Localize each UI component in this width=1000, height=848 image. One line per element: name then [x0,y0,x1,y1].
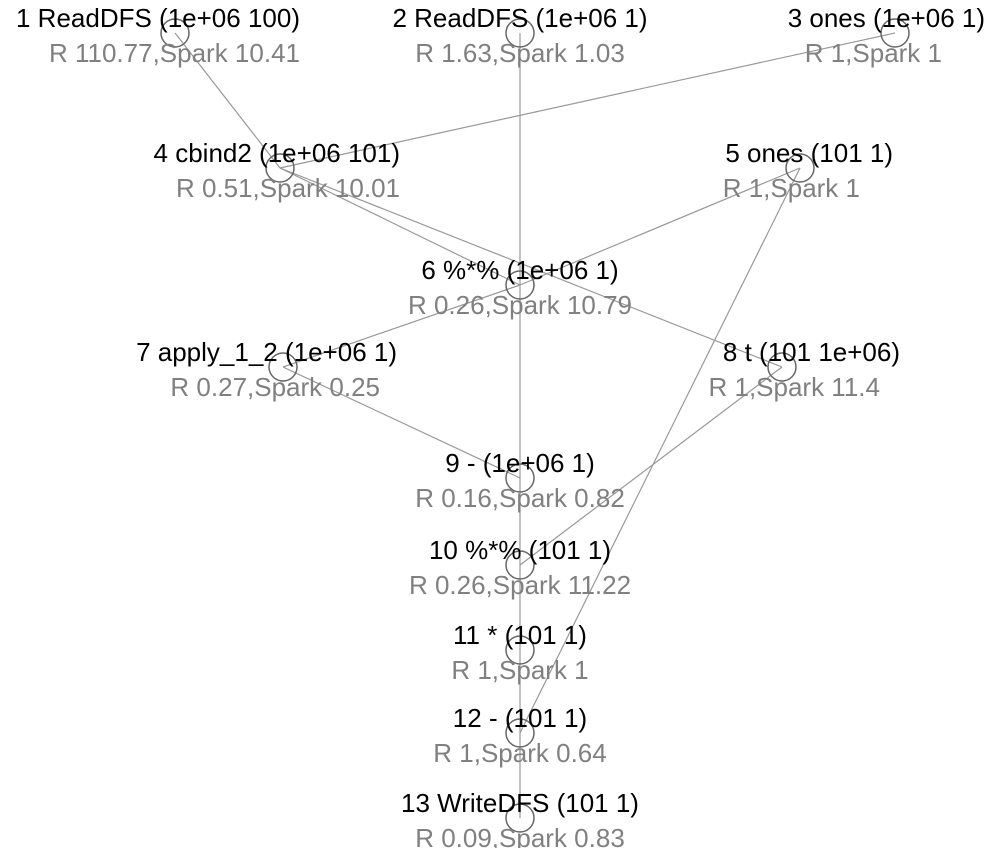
node-label-10: 10 %*% (101 1) [429,535,611,565]
node-label-1: 1 ReadDFS (1e+06 100) [16,3,300,33]
node-sublabel-13: R 0.09,Spark 0.83 [415,823,625,848]
node-sublabel-10: R 0.26,Spark 11.22 [409,570,631,600]
node-sublabel-12: R 1,Spark 0.64 [433,738,606,768]
node-label-12: 12 - (101 1) [453,703,587,733]
node-sublabel-9: R 0.16,Spark 0.82 [415,483,625,513]
node-label-4: 4 cbind2 (1e+06 101) [154,138,400,168]
node-sublabel-2: R 1.63,Spark 1.03 [415,38,625,68]
node-sublabel-5: R 1,Spark 1 [723,173,860,203]
node-label-6: 6 %*% (1e+06 1) [421,255,618,285]
node-label-5: 5 ones (101 1) [725,138,893,168]
labels-layer: 1 ReadDFS (1e+06 100) R 110.77,Spark 10.4… [16,3,985,848]
node-label-3: 3 ones (1e+06 1) [788,3,985,33]
node-label-9: 9 - (1e+06 1) [445,448,595,478]
node-label-11: 11 * (101 1) [453,620,587,650]
node-label-13: 13 WriteDFS (101 1) [401,788,639,818]
node-sublabel-8: R 1,Spark 11.4 [708,372,880,402]
node-label-8: 8 t (101 1e+06) [723,337,900,367]
node-sublabel-4: R 0.51,Spark 10.01 [176,173,400,203]
node-label-2: 2 ReadDFS (1e+06 1) [392,3,647,33]
node-sublabel-6: R 0.26,Spark 10.79 [408,290,632,320]
node-sublabel-1: R 110.77,Spark 10.41 [49,38,300,68]
node-sublabel-3: R 1,Spark 1 [805,38,942,68]
node-sublabel-11: R 1,Spark 1 [451,655,588,685]
dag-diagram: 1 ReadDFS (1e+06 100) R 110.77,Spark 10.4… [0,0,1000,848]
node-label-7: 7 apply_1_2 (1e+06 1) [136,337,397,367]
node-sublabel-7: R 0.27,Spark 0.25 [170,372,380,402]
